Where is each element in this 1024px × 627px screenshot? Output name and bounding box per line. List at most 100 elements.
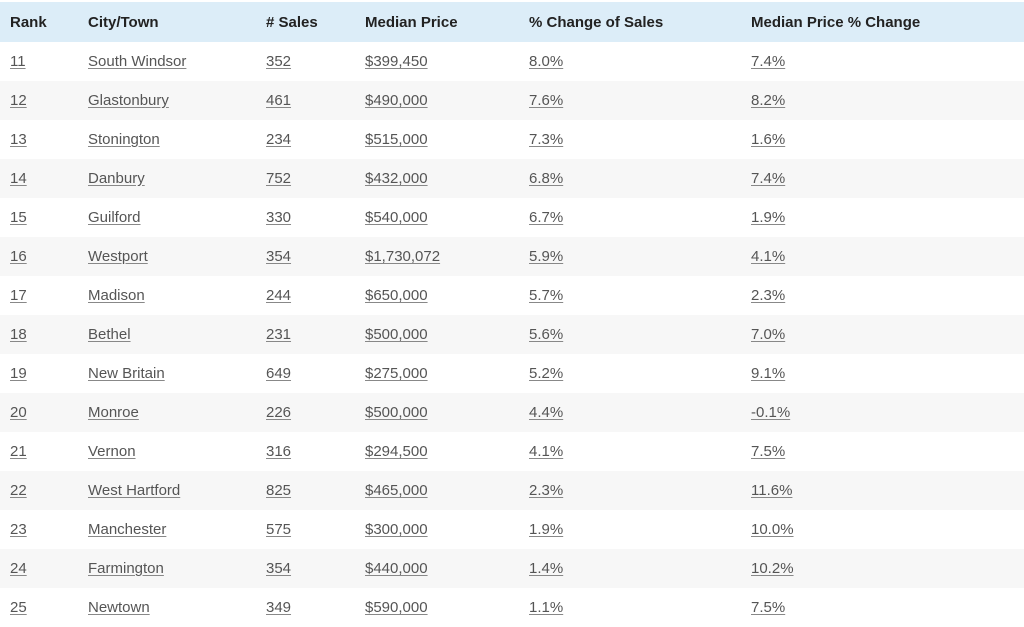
cell-link[interactable]: Manchester xyxy=(88,521,167,538)
cell-link[interactable]: 4.4% xyxy=(529,404,564,421)
cell-link[interactable]: 244 xyxy=(266,287,292,304)
cell-link[interactable]: $500,000 xyxy=(365,326,428,343)
cell-link[interactable]: 21 xyxy=(10,443,27,460)
cell-link[interactable]: South Windsor xyxy=(88,53,187,70)
cell-link[interactable]: 330 xyxy=(266,209,292,226)
cell-link[interactable]: 226 xyxy=(266,404,292,421)
cell-link[interactable]: 1.4% xyxy=(529,560,564,577)
cell-link[interactable]: Bethel xyxy=(88,326,131,343)
cell-link[interactable]: 23 xyxy=(10,521,27,538)
cell-link[interactable]: 25 xyxy=(10,599,27,616)
cell-link[interactable]: 7.5% xyxy=(751,443,786,460)
cell-link[interactable]: 8.2% xyxy=(751,92,786,109)
cell-link[interactable]: New Britain xyxy=(88,365,165,382)
cell-link[interactable]: 24 xyxy=(10,560,27,577)
cell-link[interactable]: 6.8% xyxy=(529,170,564,187)
cell-link[interactable]: $490,000 xyxy=(365,92,428,109)
cell-link[interactable]: 11.6% xyxy=(751,482,793,499)
cell-link[interactable]: 5.9% xyxy=(529,248,564,265)
cell-link[interactable]: 4.1% xyxy=(751,248,786,265)
cell-link[interactable]: $300,000 xyxy=(365,521,428,538)
cell-link[interactable]: 1.9% xyxy=(529,521,564,538)
cell-link[interactable]: $590,000 xyxy=(365,599,428,616)
cell-link[interactable]: 9.1% xyxy=(751,365,786,382)
cell-link[interactable]: Vernon xyxy=(88,443,136,460)
cell-link[interactable]: 7.0% xyxy=(751,326,786,343)
cell-link[interactable]: 575 xyxy=(266,521,292,538)
cell-link[interactable]: Danbury xyxy=(88,170,145,187)
cell-link[interactable]: 752 xyxy=(266,170,292,187)
cell-link[interactable]: 354 xyxy=(266,560,292,577)
cell-link[interactable]: 5.6% xyxy=(529,326,564,343)
cell-link[interactable]: Stonington xyxy=(88,131,160,148)
cell-link[interactable]: 461 xyxy=(266,92,292,109)
cell-link[interactable]: 7.4% xyxy=(751,170,786,187)
cell-link[interactable]: 234 xyxy=(266,131,292,148)
cell-link[interactable]: $440,000 xyxy=(365,560,428,577)
cell-link[interactable]: 1.9% xyxy=(751,209,786,226)
cell-link[interactable]: $515,000 xyxy=(365,131,428,148)
cell-link[interactable]: 12 xyxy=(10,92,27,109)
cell-link[interactable]: 354 xyxy=(266,248,292,265)
cell-link[interactable]: 7.5% xyxy=(751,599,786,616)
column-header: # Sales xyxy=(256,2,355,42)
cell-link[interactable]: -0.1% xyxy=(751,404,791,421)
cell-link[interactable]: 8.0% xyxy=(529,53,564,70)
cell-link[interactable]: $540,000 xyxy=(365,209,428,226)
table-cell: $500,000 xyxy=(355,393,519,432)
cell-link[interactable]: Farmington xyxy=(88,560,164,577)
cell-link[interactable]: 2.3% xyxy=(751,287,786,304)
cell-link[interactable]: 7.4% xyxy=(751,53,786,70)
cell-link[interactable]: 17 xyxy=(10,287,27,304)
cell-link[interactable]: 825 xyxy=(266,482,292,499)
cell-link[interactable]: Newtown xyxy=(88,599,150,616)
cell-link[interactable]: 10.2% xyxy=(751,560,794,577)
cell-link[interactable]: $500,000 xyxy=(365,404,428,421)
cell-link[interactable]: 349 xyxy=(266,599,292,616)
cell-link[interactable]: Monroe xyxy=(88,404,139,421)
cell-link[interactable]: 5.7% xyxy=(529,287,564,304)
cell-link[interactable]: Westport xyxy=(88,248,148,265)
table-cell: New Britain xyxy=(78,354,256,393)
cell-link[interactable]: 19 xyxy=(10,365,27,382)
cell-link[interactable]: 13 xyxy=(10,131,27,148)
cell-link[interactable]: $399,450 xyxy=(365,53,428,70)
cell-link[interactable]: $432,000 xyxy=(365,170,428,187)
cell-link[interactable]: 1.1% xyxy=(529,599,564,616)
table-cell: 16 xyxy=(0,237,78,276)
cell-link[interactable]: 5.2% xyxy=(529,365,564,382)
cell-link[interactable]: 20 xyxy=(10,404,27,421)
cell-link[interactable]: 2.3% xyxy=(529,482,564,499)
cell-link[interactable]: $1,730,072 xyxy=(365,248,441,265)
cell-link[interactable]: 15 xyxy=(10,209,27,226)
table-header: Rank City/Town # Sales Median Price% Change… xyxy=(0,2,1024,42)
cell-link[interactable]: 231 xyxy=(266,326,292,343)
cell-link[interactable]: 649 xyxy=(266,365,292,382)
cell-link[interactable]: $275,000 xyxy=(365,365,428,382)
cell-link[interactable]: 10.0% xyxy=(751,521,794,538)
cell-link[interactable]: 22 xyxy=(10,482,27,499)
table-cell: 330 xyxy=(256,198,355,237)
cell-link[interactable]: Madison xyxy=(88,287,145,304)
cell-link[interactable]: Guilford xyxy=(88,209,141,226)
cell-link[interactable]: $650,000 xyxy=(365,287,428,304)
cell-link[interactable]: 316 xyxy=(266,443,292,460)
cell-link[interactable]: 11 xyxy=(10,53,26,70)
table-cell: 649 xyxy=(256,354,355,393)
cell-link[interactable]: 16 xyxy=(10,248,27,265)
cell-link[interactable]: 1.6% xyxy=(751,131,786,148)
cell-link[interactable]: 352 xyxy=(266,53,292,70)
column-header: Median Price xyxy=(355,2,519,42)
cell-link[interactable]: 18 xyxy=(10,326,27,343)
cell-link[interactable]: 7.6% xyxy=(529,92,564,109)
cell-link[interactable]: West Hartford xyxy=(88,482,181,499)
table-row: 20 Monroe 226 $500,000 4.4% -0.1% xyxy=(0,393,1024,432)
cell-link[interactable]: 7.3% xyxy=(529,131,564,148)
cell-link[interactable]: 4.1% xyxy=(529,443,564,460)
cell-link[interactable]: Glastonbury xyxy=(88,92,169,109)
cell-link[interactable]: $465,000 xyxy=(365,482,428,499)
cell-link[interactable]: 6.7% xyxy=(529,209,564,226)
cell-link[interactable]: 14 xyxy=(10,170,27,187)
cell-link[interactable]: $294,500 xyxy=(365,443,428,460)
